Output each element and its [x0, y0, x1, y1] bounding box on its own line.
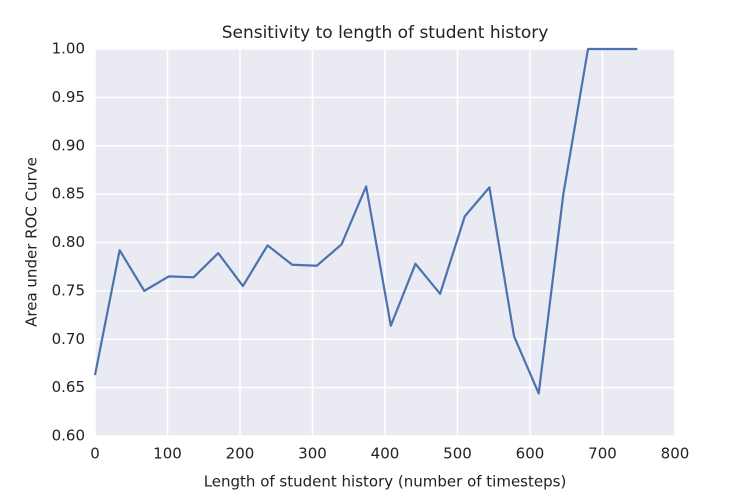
- y-tick-label: 1.00: [52, 40, 85, 58]
- y-tick-label: 0.95: [52, 88, 85, 106]
- y-tick-label: 0.60: [52, 427, 85, 445]
- x-axis-label: Length of student history (number of tim…: [204, 473, 567, 491]
- x-tick-label: 700: [588, 445, 617, 463]
- x-tick-label: 200: [226, 445, 255, 463]
- x-tick-label: 300: [298, 445, 327, 463]
- x-tick-label: 500: [443, 445, 472, 463]
- y-tick-label: 0.90: [52, 136, 85, 154]
- y-tick-label: 0.70: [52, 330, 85, 348]
- x-tick-label: 800: [661, 445, 690, 463]
- data-line: [93, 47, 638, 395]
- chart-title: Sensitivity to length of student history: [222, 23, 549, 43]
- y-tick-label: 0.65: [52, 378, 85, 396]
- x-tick-label: 0: [90, 445, 100, 463]
- y-tick-label: 0.80: [52, 233, 85, 251]
- y-axis-label: Area under ROC Curve: [23, 157, 41, 327]
- x-tick-label: 400: [371, 445, 400, 463]
- y-tick-label: 0.75: [52, 281, 85, 299]
- x-tick-label: 100: [153, 445, 182, 463]
- y-tick-label: 0.85: [52, 185, 85, 203]
- x-tick-label: 600: [516, 445, 545, 463]
